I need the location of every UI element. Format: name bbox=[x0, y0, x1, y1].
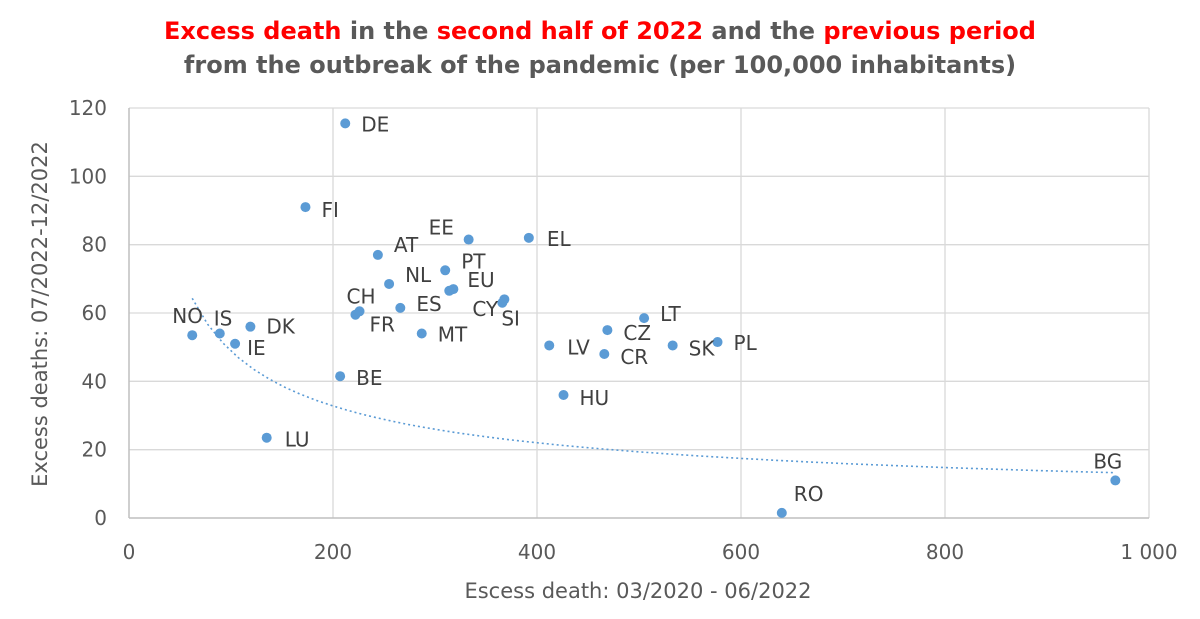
point-lv bbox=[544, 340, 555, 351]
point-label-ie: IE bbox=[247, 336, 266, 360]
point-label-at: AT bbox=[394, 233, 419, 257]
point-label-is: IS bbox=[214, 307, 233, 331]
point-cr bbox=[599, 349, 610, 359]
point-label-fr: FR bbox=[369, 313, 395, 337]
point-label-lv: LV bbox=[567, 335, 590, 359]
point-nl bbox=[384, 278, 395, 289]
y-tick-label-1: 20 bbox=[82, 438, 107, 462]
point-fr bbox=[350, 309, 361, 320]
trendline bbox=[191, 297, 1116, 474]
point-label-fi: FI bbox=[321, 198, 338, 222]
point-cz bbox=[602, 325, 613, 336]
point-be bbox=[335, 371, 346, 382]
x-tick-labels: 0 200 400 600 800 1 000 bbox=[123, 540, 1178, 564]
point-label-si: SI bbox=[501, 306, 520, 330]
trendline-path bbox=[191, 297, 1116, 474]
data-points bbox=[187, 118, 1121, 518]
point-at bbox=[372, 249, 383, 260]
point-lt bbox=[639, 313, 650, 324]
point-ee bbox=[463, 234, 474, 245]
point-ro bbox=[776, 507, 787, 518]
chart-title: Excess death in the second half of 2022 … bbox=[0, 14, 1200, 82]
point-label-bg: BG bbox=[1093, 449, 1122, 473]
y-tick-label-3: 60 bbox=[82, 301, 107, 325]
point-de bbox=[340, 118, 351, 129]
x-tick-label-4: 800 bbox=[926, 540, 964, 564]
x-tick-label-5: 1 000 bbox=[1120, 540, 1177, 564]
point-label-pl: PL bbox=[734, 331, 758, 355]
title-part-5: previous period bbox=[823, 17, 1036, 45]
point-label-pt: PT bbox=[461, 249, 486, 273]
point-label-mt: MT bbox=[438, 323, 468, 347]
y-tick-labels: 0 20 40 60 80 100 120 bbox=[69, 96, 107, 530]
axes bbox=[128, 108, 1149, 519]
chart-subtitle: from the outbreak of the pandemic (per 1… bbox=[183, 51, 1017, 79]
point-el bbox=[523, 232, 534, 243]
point-pt bbox=[440, 265, 451, 276]
grid-lines bbox=[129, 107, 1150, 518]
x-tick-label-2: 400 bbox=[518, 540, 556, 564]
point-label-hu: HU bbox=[580, 386, 610, 410]
point-ie bbox=[230, 338, 241, 349]
point-si bbox=[499, 294, 510, 305]
x-tick-label-3: 600 bbox=[722, 540, 760, 564]
x-axis-title: Escess death: 03/2020 - 06/2022 bbox=[464, 579, 811, 603]
title-part-2: in the bbox=[341, 17, 437, 45]
point-label-dk: DK bbox=[266, 315, 295, 339]
y-tick-label-2: 40 bbox=[82, 369, 107, 393]
x-tick-label-0: 0 bbox=[123, 540, 136, 564]
point-label-lu: LU bbox=[285, 428, 310, 452]
title-line-1: Excess death in the second half of 2022 … bbox=[0, 14, 1200, 48]
point-label-be: BE bbox=[356, 366, 382, 390]
point-label-es: ES bbox=[416, 292, 441, 316]
point-label-el: EL bbox=[547, 227, 572, 251]
y-axis-title: Excess deaths: 07/2022-12/2022 bbox=[28, 141, 52, 487]
point-pl bbox=[712, 337, 723, 348]
point-label-nl: NL bbox=[405, 263, 432, 287]
y-tick-label-0: 0 bbox=[94, 506, 107, 530]
point-bg bbox=[1110, 475, 1121, 486]
y-tick-label-4: 80 bbox=[82, 233, 107, 257]
point-label-eu: EU bbox=[467, 268, 494, 292]
point-label-de: DE bbox=[361, 112, 389, 136]
y-tick-label-6: 120 bbox=[69, 96, 107, 120]
point-fi bbox=[300, 202, 311, 213]
point-no bbox=[187, 330, 198, 341]
point-is bbox=[214, 328, 225, 339]
point-label-ro: RO bbox=[794, 482, 824, 506]
point-label-ee: EE bbox=[429, 216, 454, 240]
title-part-4: and the bbox=[703, 17, 824, 45]
point-eu2 bbox=[444, 285, 455, 296]
point-label-cy: CY bbox=[472, 297, 499, 321]
point-lu bbox=[261, 432, 272, 443]
point-label-cr: CR bbox=[620, 345, 648, 369]
point-hu bbox=[558, 390, 569, 400]
point-dk bbox=[245, 321, 256, 332]
point-label-cz: CZ bbox=[623, 321, 651, 345]
point-label-sk: SK bbox=[689, 336, 716, 360]
point-sk bbox=[667, 340, 678, 351]
title-part-1: Excess death bbox=[164, 17, 342, 45]
point-label-ch: CH bbox=[347, 284, 376, 308]
title-part-3: second half of 2022 bbox=[436, 17, 704, 45]
point-mt bbox=[416, 328, 427, 339]
point-label-no: NO bbox=[172, 304, 203, 328]
point-label-lt: LT bbox=[660, 302, 681, 326]
x-tick-label-1: 200 bbox=[314, 540, 352, 564]
point-es bbox=[395, 302, 406, 313]
y-tick-label-5: 100 bbox=[69, 164, 107, 188]
